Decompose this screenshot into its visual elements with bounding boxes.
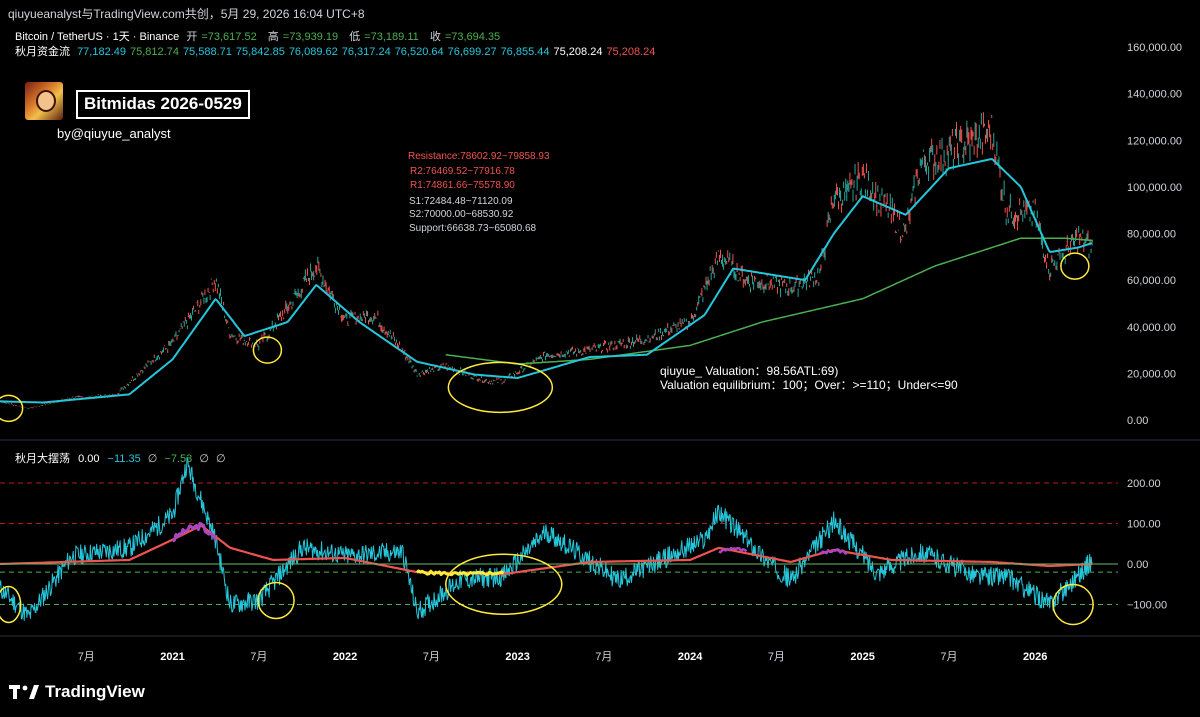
oscillator-name[interactable]: 秋月大摆荡 [15,453,70,465]
s2-level: S2:70000.00~68530.92 [409,209,514,220]
empty-glyph-2: ∅ [199,453,209,465]
price-axis-tick: 0.00 [1127,415,1148,427]
tradingview-logo-text: TradingView [45,682,145,701]
oscillator-axis-tick: 0.00 [1127,559,1148,571]
oscillator-annotation-circle [445,553,563,615]
high-value: =73,939.19 [282,31,339,43]
close-label: 收 [429,31,441,43]
overbought-highlight [172,521,218,543]
price-axis-tick: 160,000.00 [1127,42,1182,54]
indicator-value: 76,520.64 [394,46,444,58]
author-avatar [25,82,63,120]
valuation-line-2: Valuation equilibrium：100；Over：>=110；Und… [660,378,958,392]
oscillator-annotation-circle [1052,583,1094,626]
x-axis-month-label: 7月 [768,651,785,663]
price-axis-tick: 100,000.00 [1127,182,1182,194]
indicator-legend[interactable]: 秋月资金流 77,182.49 75,812.74 75,588.71 75,842.… [15,43,663,59]
chart-watermark-header: qiuyueanalyst与TradingView.com共创，5月 29, 2… [8,5,365,22]
indicator-value: 75,842.85 [235,46,285,58]
x-axis-year-label: 2026 [1023,651,1047,663]
indicator-value: 75,812.74 [130,46,179,58]
oversold-highlight [415,569,505,577]
overbought-highlight [718,546,748,554]
indicator-name[interactable]: 秋月资金流 [15,46,70,58]
tradingview-logo[interactable]: TradingView [9,682,145,702]
oscillator-annotation-circle [0,585,22,624]
symbol-label[interactable]: Bitcoin / TetherUS · 1天 · Binance [15,31,180,43]
x-axis-month-label: 7月 [595,651,612,663]
resistance-level: Resistance:78602.92~79858.93 [408,151,550,162]
valuation-note: qiuyue_ Valuation：98.56ATL:69) Valuation… [660,364,958,392]
x-axis-month-label: 7月 [423,651,440,663]
price-annotation-circle [252,336,283,364]
price-annotation-circle [447,361,554,414]
indicator-value: 76,699.27 [447,46,497,58]
indicator-value: 75,208.24 [606,46,656,58]
oscillator-value-2: −11.35 [107,453,141,465]
oscillator-annotation-circle [257,581,295,620]
empty-glyph-1: ∅ [147,453,158,465]
price-annotation-circle [0,394,24,423]
low-value: =73,189.11 [364,31,419,43]
support-level: Support:66638.73~65080.68 [409,223,537,234]
oscillator-legend[interactable]: 秋月大摆荡 0.00 −11.35 ∅ −7.53 ∅ ∅ [15,450,226,466]
x-axis-year-label: 2021 [160,651,184,663]
x-axis-year-label: 2022 [333,651,357,663]
tradingview-logo-icon [9,685,39,699]
indicator-values: 77,182.49 75,812.74 75,588.71 75,842.85 76,0… [77,46,659,58]
oscillator-value-3: −7.53 [164,453,193,465]
price-axis-tick: 60,000.00 [1127,275,1176,287]
brand-title: Bitmidas 2026-0529 [76,90,250,119]
watermark-text: qiuyueanalyst与TradingView.com共创，5月 29, 2… [8,7,365,21]
x-axis-year-label: 2025 [850,651,874,663]
r2-level: R2:76469.52~77916.78 [410,166,515,177]
long-ma-line [445,237,1093,365]
oscillator-value-1: 0.00 [78,453,100,465]
x-axis-year-label: 2023 [505,651,529,663]
high-label: 高 [267,31,279,43]
oscillator-axis-tick: 200.00 [1127,478,1161,490]
indicator-value: 77,182.49 [77,46,126,58]
indicator-value: 76,089.62 [288,46,338,58]
x-axis-month-label: 7月 [78,651,95,663]
open-label: 开 [186,31,198,43]
price-axis-tick: 40,000.00 [1127,322,1176,334]
s1-level: S1:72484.48~71120.09 [409,196,513,207]
low-label: 低 [349,31,361,43]
x-axis-month-label: 7月 [250,651,267,663]
price-axis-tick: 120,000.00 [1127,135,1182,147]
author-byline: by@qiuyue_analyst [57,126,171,141]
valuation-line-1: qiuyue_ Valuation：98.56ATL:69) [660,364,839,378]
indicator-value: 75,208.24 [553,46,603,58]
price-axis-tick: 20,000.00 [1127,368,1176,380]
overbought-highlight [819,548,848,555]
open-value: =73,617.52 [201,31,257,43]
price-legend[interactable]: Bitcoin / TetherUS · 1天 · Binance 开 =73,6… [15,28,508,44]
x-axis-month-label: 7月 [940,651,957,663]
close-value: =73,694.35 [444,31,501,43]
indicator-value: 76,317.24 [341,46,391,58]
oscillator-line [0,457,1093,621]
oscillator-axis-tick: 100.00 [1127,519,1161,531]
r1-level: R1:74861.66~75578.90 [410,180,515,191]
price-annotation-circle [1060,252,1090,280]
empty-glyph-3: ∅ [215,453,226,465]
price-axis-tick: 140,000.00 [1127,89,1182,101]
fast-ma-line [0,158,1093,404]
x-axis-year-label: 2024 [678,651,703,663]
indicator-value: 76,855.44 [500,46,550,58]
price-axis-tick: 80,000.00 [1127,229,1176,241]
indicator-value: 75,588.71 [182,46,232,58]
oscillator-axis-tick: −100.00 [1127,600,1167,612]
